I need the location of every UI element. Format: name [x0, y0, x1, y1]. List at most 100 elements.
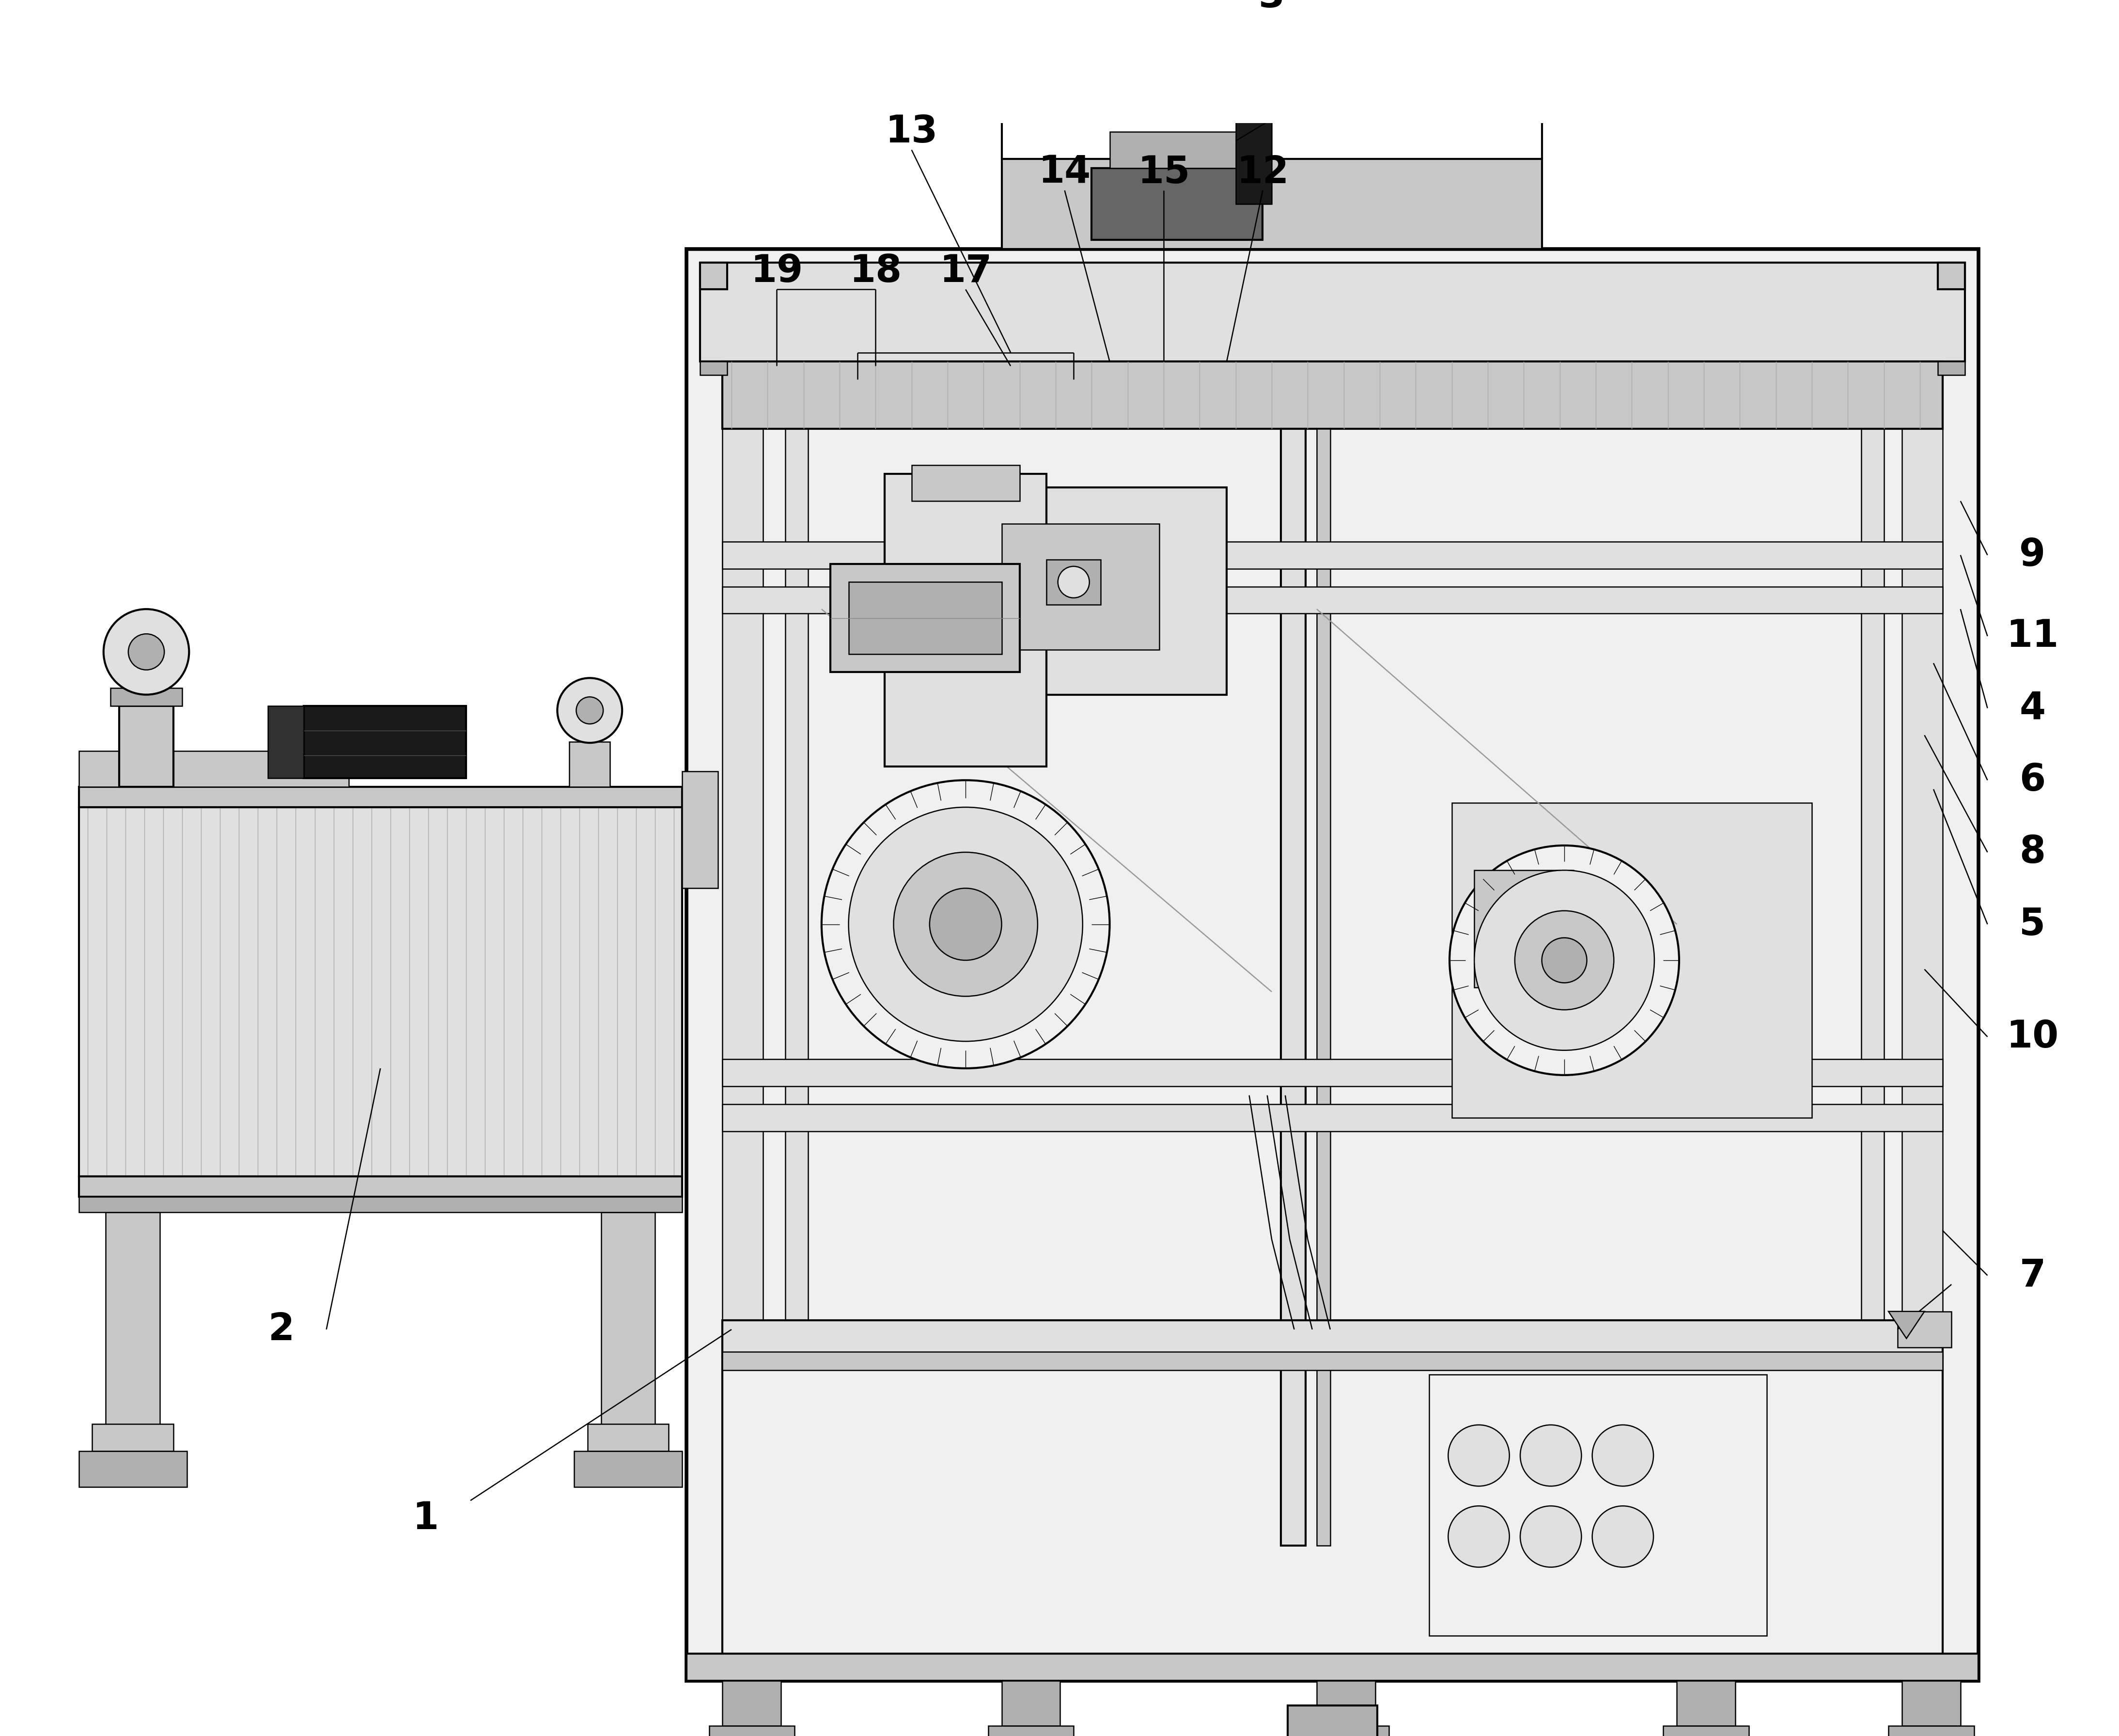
Text: 11: 11	[2007, 618, 2060, 654]
Bar	[723, 1680, 782, 1726]
Bar	[723, 429, 763, 1590]
Polygon shape	[1888, 1311, 1924, 1338]
Circle shape	[1475, 870, 1655, 1050]
Text: 7: 7	[2019, 1257, 2045, 1293]
Text: 17: 17	[939, 253, 992, 290]
Circle shape	[930, 889, 1002, 960]
Bar	[78, 1451, 186, 1488]
Bar	[267, 707, 303, 778]
Bar	[78, 786, 682, 807]
Bar	[1316, 429, 1331, 1545]
Bar	[78, 752, 350, 786]
Bar	[93, 1424, 174, 1451]
Text: 12: 12	[1237, 155, 1288, 191]
Bar	[78, 1177, 682, 1196]
Text: 8: 8	[2019, 833, 2045, 871]
Circle shape	[894, 852, 1038, 996]
Bar	[723, 1321, 1943, 1356]
Bar	[699, 262, 1964, 361]
Bar	[848, 582, 1002, 654]
Circle shape	[1543, 937, 1587, 983]
Bar	[699, 262, 727, 290]
Bar	[1903, 429, 1943, 1590]
Bar	[1939, 361, 1964, 375]
Bar	[78, 1196, 682, 1212]
Bar	[786, 429, 807, 1590]
Bar	[831, 564, 1019, 672]
Bar	[1288, 1705, 1377, 1736]
Circle shape	[1519, 1425, 1581, 1486]
Bar	[1939, 262, 1964, 290]
Bar	[1475, 870, 1572, 988]
Circle shape	[1519, 1505, 1581, 1568]
Bar	[699, 361, 727, 375]
Circle shape	[1447, 1425, 1509, 1486]
Bar	[687, 248, 1979, 1680]
Circle shape	[1591, 1505, 1653, 1568]
Text: 14: 14	[1038, 155, 1091, 191]
Bar	[723, 1356, 1943, 1663]
Text: 15: 15	[1138, 155, 1191, 191]
Circle shape	[822, 779, 1110, 1068]
Bar	[1316, 1680, 1375, 1726]
Circle shape	[848, 807, 1083, 1042]
Bar	[710, 1726, 795, 1736]
Bar	[1091, 168, 1263, 240]
Bar	[1002, 524, 1159, 649]
Bar	[602, 1212, 655, 1446]
Bar	[1676, 1680, 1735, 1726]
Bar	[1897, 1311, 1952, 1347]
Circle shape	[576, 696, 604, 724]
Text: 10: 10	[2007, 1019, 2060, 1055]
Bar	[682, 771, 718, 889]
Text: 2: 2	[269, 1311, 295, 1347]
Circle shape	[104, 609, 189, 694]
Bar	[987, 1726, 1074, 1736]
Circle shape	[129, 634, 165, 670]
Circle shape	[557, 679, 623, 743]
Bar	[1903, 1680, 1960, 1726]
Bar	[1860, 429, 1884, 1590]
Bar	[1452, 802, 1812, 1118]
Bar	[723, 587, 1943, 613]
Bar	[723, 1104, 1943, 1132]
Text: 6: 6	[2019, 762, 2045, 799]
Bar	[1002, 1680, 1060, 1726]
Bar	[1110, 132, 1244, 168]
Bar	[1430, 1375, 1767, 1635]
Bar	[911, 465, 1019, 502]
Bar	[723, 1059, 1943, 1087]
Text: 18: 18	[850, 253, 903, 290]
Text: 13: 13	[886, 113, 939, 151]
Bar	[884, 474, 1047, 767]
Text: 1: 1	[413, 1500, 439, 1536]
Bar	[570, 741, 610, 786]
Bar	[303, 707, 466, 778]
Text: 4: 4	[2019, 689, 2045, 727]
Bar	[723, 542, 1943, 569]
Text: 9: 9	[2019, 536, 2045, 573]
Bar	[587, 1424, 667, 1451]
Bar	[1280, 429, 1305, 1545]
Bar	[119, 707, 174, 786]
Bar	[687, 1654, 1979, 1680]
Bar	[1047, 559, 1100, 604]
Bar	[723, 361, 1943, 429]
Text: 5: 5	[2019, 906, 2045, 943]
Bar	[78, 807, 682, 1177]
Bar	[106, 1212, 159, 1446]
Bar	[1663, 1726, 1748, 1736]
Bar	[574, 1451, 682, 1488]
Bar	[1303, 1726, 1388, 1736]
Circle shape	[1447, 1505, 1509, 1568]
Bar	[1235, 115, 1271, 203]
Bar	[110, 687, 182, 707]
Bar	[966, 488, 1227, 694]
Circle shape	[1057, 566, 1089, 597]
Text: 3: 3	[1259, 0, 1284, 16]
Bar	[723, 1352, 1943, 1370]
Circle shape	[1515, 911, 1615, 1010]
Bar	[1002, 160, 1543, 248]
Text: 19: 19	[750, 253, 803, 290]
Circle shape	[1449, 845, 1678, 1075]
